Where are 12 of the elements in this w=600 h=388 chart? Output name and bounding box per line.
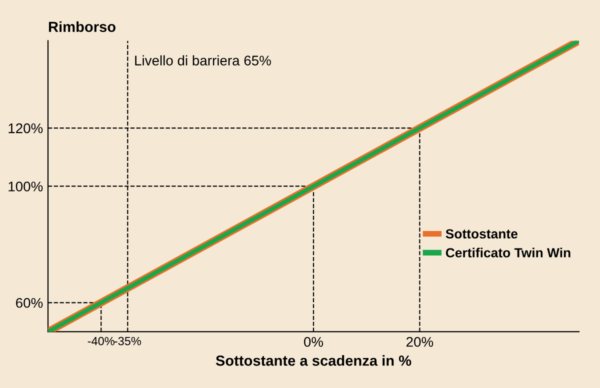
ref-line-label: Livello di barriera 65% [135,55,271,66]
x-tick-label: 20% [406,336,434,347]
x-tick-label: -40% [88,336,114,346]
x-axis-title: Sottostante a scadenza in % [216,355,412,366]
x-tick-label: 0% [304,336,324,347]
x-tick-label: -35% [114,336,142,346]
y-tick-label: 120% [8,123,43,134]
y-tick-label: 60% [16,298,43,308]
y-axis-title: Rimborso [48,21,116,32]
legend-label: Sottostante [446,229,518,239]
y-tick-label: 100% [8,182,43,192]
legend-label: Certificato Twin Win [446,248,570,258]
